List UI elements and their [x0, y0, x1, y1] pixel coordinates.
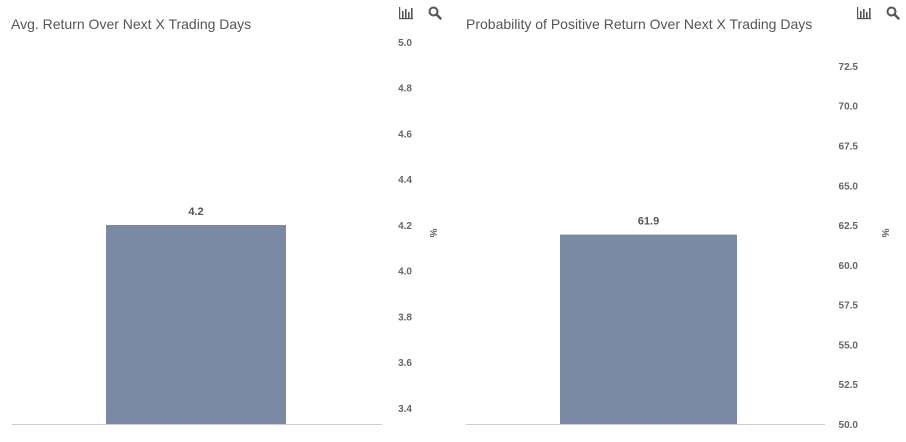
- bar-data-label: 4.2: [188, 206, 203, 218]
- y-tick-label: 50.0: [839, 420, 859, 431]
- chart-title: Probability of Positive Return Over Next…: [466, 16, 813, 32]
- chart-panel-probability: Probability of Positive Return Over Next…: [453, 0, 906, 442]
- bar[interactable]: [560, 234, 737, 424]
- y-tick-label: 3.6: [398, 358, 412, 369]
- bar-chart-probability: 50.0 52.5 55.0 57.5 60.0 62.5 65.0 67.5 70.0 72.5…: [466, 62, 890, 431]
- bar-chart-icon[interactable]: [397, 5, 415, 21]
- y-tick-label: 5.0: [398, 38, 412, 49]
- bar-data-label: 61.9: [638, 216, 659, 228]
- y-tick-label: 67.5: [839, 141, 859, 152]
- y-tick-label: 65.0: [839, 181, 859, 192]
- y-tick-label: 70.0: [839, 102, 859, 113]
- bar[interactable]: [106, 224, 286, 424]
- y-tick-label: 52.5: [839, 380, 859, 391]
- chart-title: Avg. Return Over Next X Trading Days: [11, 16, 252, 32]
- chart-toolbar: [397, 5, 444, 21]
- bar-chart-avg-return: 3.4 3.6 3.8 4.0 4.2 4.4 4.6 4.8 5.0% 4.2: [12, 38, 438, 425]
- bar-chart-icon[interactable]: [855, 5, 873, 21]
- y-tick-label: 4.4: [398, 175, 412, 186]
- y-tick-label: 55.0: [839, 340, 859, 351]
- y-tick-label: 4.6: [398, 129, 412, 140]
- y-tick-label: 4.2: [398, 221, 412, 232]
- y-tick-label: 3.4: [398, 404, 412, 415]
- y-tick-label: 62.5: [839, 221, 859, 232]
- y-tick-label: 3.8: [398, 312, 412, 323]
- y-tick-label: 4.0: [398, 267, 412, 278]
- y-tick-label: 72.5: [839, 62, 859, 73]
- chart-toolbar: [855, 5, 902, 21]
- y-tick-label: 57.5: [839, 301, 859, 312]
- y-axis-unit-label: %: [427, 229, 438, 238]
- chart-panel-avg-return: Avg. Return Over Next X Trading Days 3.4…: [11, 5, 444, 425]
- search-icon[interactable]: [884, 5, 902, 21]
- y-tick-label: 60.0: [839, 261, 859, 272]
- search-icon[interactable]: [426, 5, 444, 21]
- y-axis-unit-label: %: [879, 229, 890, 238]
- y-tick-label: 4.8: [398, 84, 412, 95]
